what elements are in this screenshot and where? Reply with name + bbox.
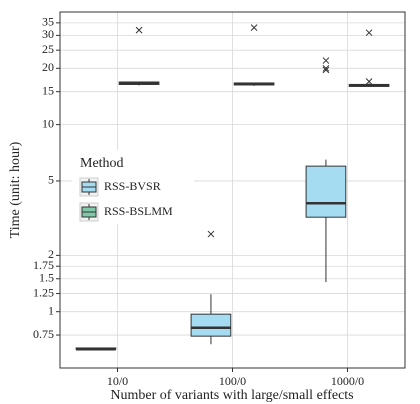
y-tick-label: 5 (48, 173, 54, 187)
outlier (365, 29, 373, 37)
y-tick-label: 20 (42, 60, 54, 74)
outlier (322, 66, 330, 74)
y-tick-label: 1.75 (33, 258, 54, 272)
y-tick-label: 0.75 (33, 327, 54, 341)
x-axis-title: Number of variants with large/small effe… (110, 388, 353, 403)
outlier (365, 78, 373, 85)
outlier (250, 24, 258, 31)
legend-label: RSS-BSLMM (104, 204, 173, 218)
box (190, 313, 232, 337)
x-tick-label: 10/0 (107, 374, 128, 388)
legend-title: Method (80, 156, 124, 171)
y-tick-label: 2 (48, 247, 54, 261)
x-tick-label: 1000/0 (331, 374, 364, 388)
legend-label: RSS-BVSR (104, 179, 161, 193)
y-tick-label: 1.5 (39, 270, 54, 284)
plot-frame (59, 11, 406, 369)
outlier (207, 230, 215, 238)
y-tick-label: 35 (42, 15, 54, 29)
y-tick-label: 25 (42, 42, 54, 56)
box (305, 165, 347, 218)
outlier (135, 26, 143, 34)
outlier (322, 64, 330, 72)
y-tick-label: 15 (42, 83, 54, 97)
x-tick-label: 100/0 (219, 374, 246, 388)
y-axis-title: Time (unit: hour) (8, 141, 23, 238)
y-tick-label: 30 (42, 27, 54, 41)
y-tick-label: 1.25 (33, 285, 54, 299)
y-tick-label: 10 (42, 116, 54, 130)
outlier (322, 57, 330, 64)
y-tick-label: 1 (48, 303, 54, 317)
